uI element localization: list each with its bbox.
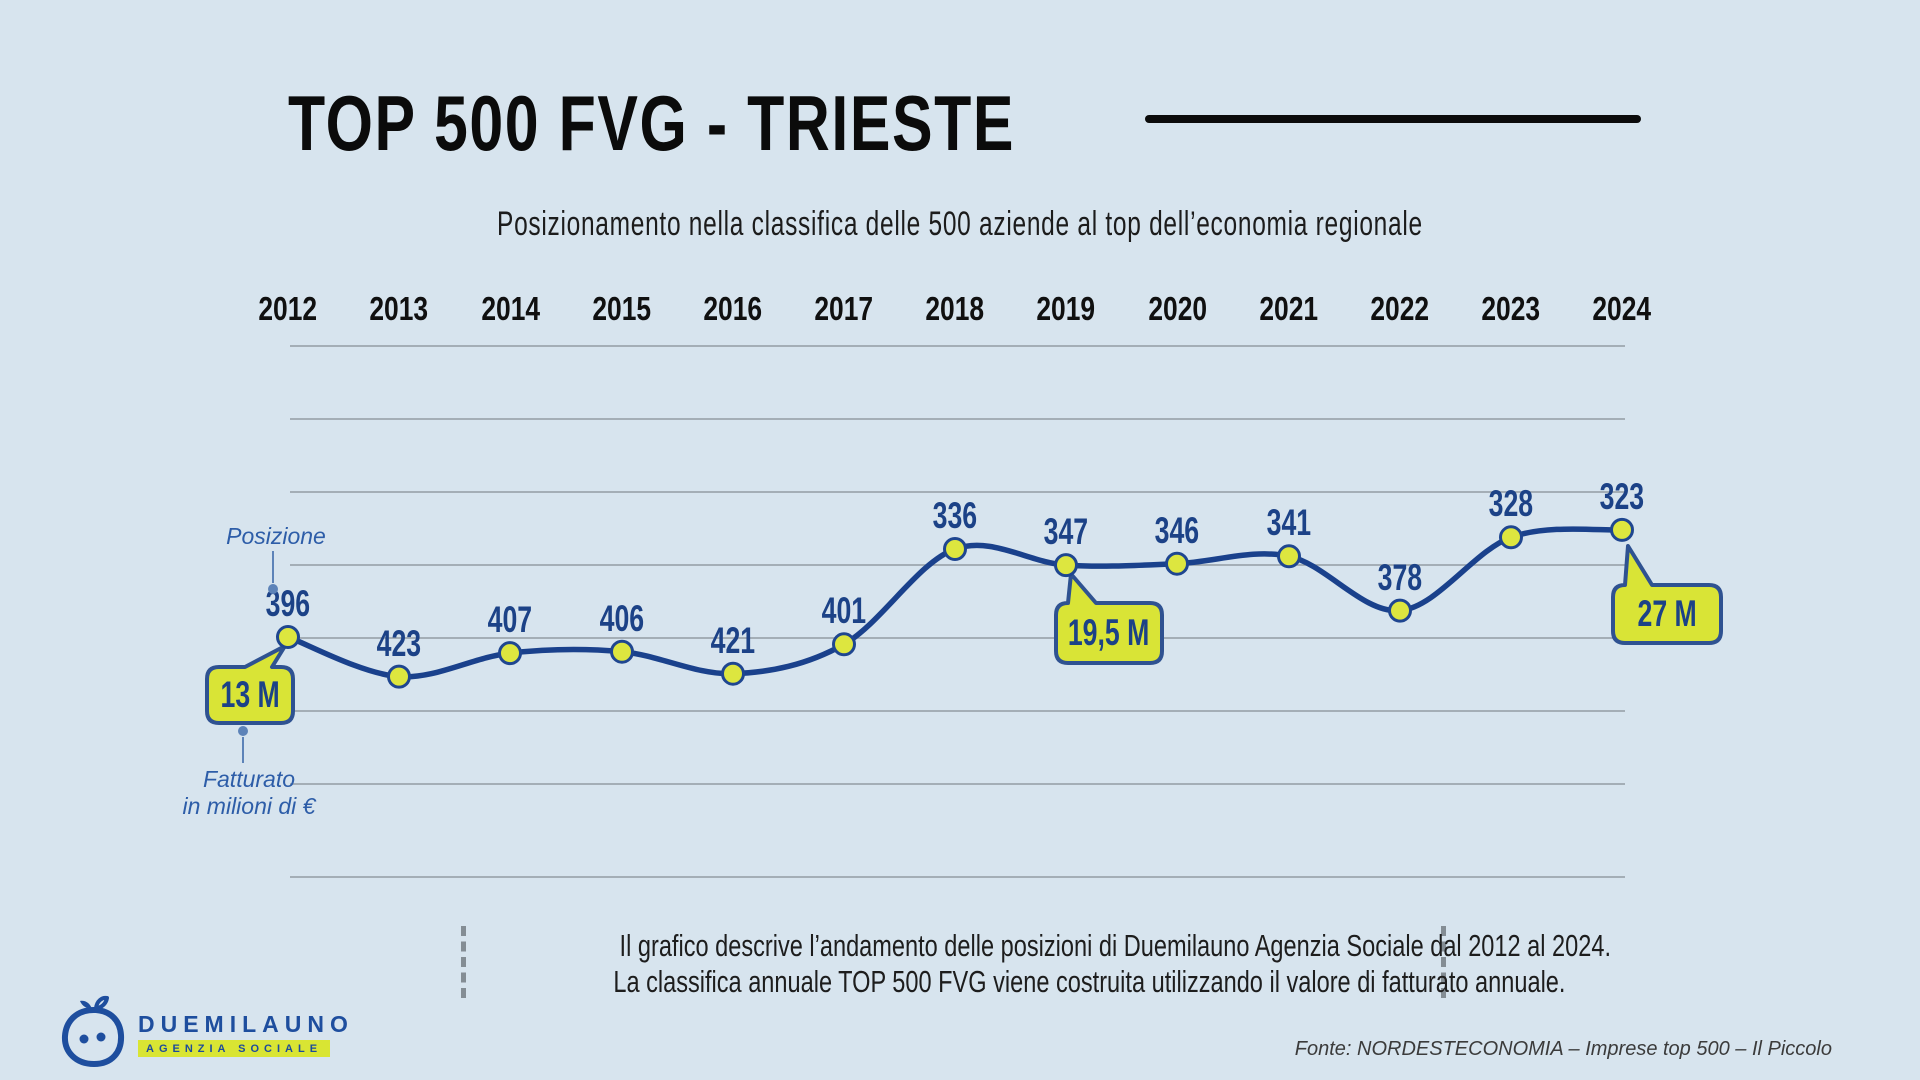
data-point-marker bbox=[387, 664, 411, 689]
fatturato-connector-line bbox=[242, 737, 244, 763]
chart-subtitle: Posizionamento nella classifica delle 50… bbox=[497, 205, 1423, 243]
data-point-marker bbox=[1054, 553, 1078, 578]
callout-bubble bbox=[205, 644, 295, 725]
source-credit: Fonte: NORDESTECONOMIA – Imprese top 500… bbox=[1294, 1038, 1832, 1060]
data-label-2014: 407 bbox=[487, 599, 533, 641]
note-dashed-rule-left bbox=[461, 926, 466, 998]
data-point-marker bbox=[1165, 551, 1189, 576]
fatturato-line1: Fatturato bbox=[202, 766, 296, 792]
x-axis-label-2018: 2018 bbox=[925, 290, 985, 327]
x-axis-label-2013: 2013 bbox=[369, 290, 429, 327]
footer-note-line1: Il grafico descrive l’andamento delle po… bbox=[619, 928, 1612, 963]
data-label-2016: 421 bbox=[710, 619, 756, 661]
x-axis-label-2020: 2020 bbox=[1147, 290, 1207, 327]
x-axis-label-2012: 2012 bbox=[258, 290, 318, 327]
callout-2024-revenue: 27 M bbox=[1637, 593, 1697, 634]
x-axis-label-2022: 2022 bbox=[1370, 290, 1430, 327]
x-axis-label-2016: 2016 bbox=[703, 290, 763, 327]
data-label-2013: 423 bbox=[376, 622, 422, 664]
note-dashed-rule-right bbox=[1441, 926, 1446, 998]
data-label-2024: 323 bbox=[1599, 475, 1645, 517]
data-label-2017: 401 bbox=[821, 590, 867, 632]
footer-note: Il grafico descrive l’andamento delle po… bbox=[463, 928, 1612, 1000]
logo-tagline-text: AGENZIA SOCIALE bbox=[138, 1040, 331, 1057]
posizione-annotation: Posizione bbox=[226, 523, 326, 549]
data-point-marker bbox=[721, 661, 745, 686]
posizione-connector-line bbox=[272, 551, 274, 583]
callout-bubble bbox=[1611, 544, 1723, 645]
data-label-2022: 378 bbox=[1377, 556, 1423, 598]
data-label-2015: 406 bbox=[599, 597, 645, 639]
callout-2012-revenue: 13 M bbox=[220, 674, 280, 715]
x-axis-label-2014: 2014 bbox=[480, 290, 540, 327]
x-axis-label-2017: 2017 bbox=[814, 290, 874, 327]
logo-brand-text: DUEMILAUNO bbox=[138, 1011, 354, 1037]
x-axis-label-2023: 2023 bbox=[1481, 290, 1541, 327]
data-point-marker bbox=[1610, 517, 1634, 542]
posizione-connector-dot bbox=[268, 584, 278, 594]
data-point-marker bbox=[943, 537, 967, 561]
data-point-marker bbox=[1499, 525, 1523, 550]
data-label-2018: 336 bbox=[932, 495, 978, 536]
data-label-2019: 347 bbox=[1043, 511, 1089, 553]
fatturato-line2: in milioni di € bbox=[182, 793, 316, 819]
title-rule bbox=[1145, 115, 1641, 123]
x-axis-label-2015: 2015 bbox=[592, 290, 651, 327]
callout-2019-revenue: 19,5 M bbox=[1068, 612, 1150, 653]
data-point-marker bbox=[1388, 598, 1412, 623]
data-point-marker bbox=[832, 632, 856, 657]
page-title: TOP 500 FVG - TRIESTE bbox=[288, 79, 1015, 167]
data-point-marker bbox=[498, 641, 522, 666]
duemilauno-logo: DUEMILAUNO AGENZIA SOCIALE bbox=[58, 994, 354, 1072]
x-axis-label-2021: 2021 bbox=[1259, 290, 1318, 327]
x-axis-label-2019: 2019 bbox=[1036, 290, 1096, 327]
logo-mark-icon bbox=[61, 995, 125, 1068]
data-point-marker bbox=[1277, 544, 1301, 569]
x-axis-label-2024: 2024 bbox=[1592, 290, 1652, 327]
data-label-2023: 328 bbox=[1488, 483, 1534, 525]
data-point-marker bbox=[610, 639, 634, 664]
callout-bubble bbox=[1054, 572, 1164, 665]
fatturato-connector-dot bbox=[238, 726, 248, 736]
fatturato-annotation: Fatturato in milioni di € bbox=[169, 766, 329, 820]
data-label-2020: 346 bbox=[1154, 509, 1200, 551]
data-label-2012: 396 bbox=[265, 583, 311, 624]
footer-note-line2: La classifica annuale TOP 500 FVG viene … bbox=[613, 964, 1566, 999]
data-label-2021: 341 bbox=[1266, 502, 1312, 544]
data-point-marker bbox=[276, 625, 300, 649]
